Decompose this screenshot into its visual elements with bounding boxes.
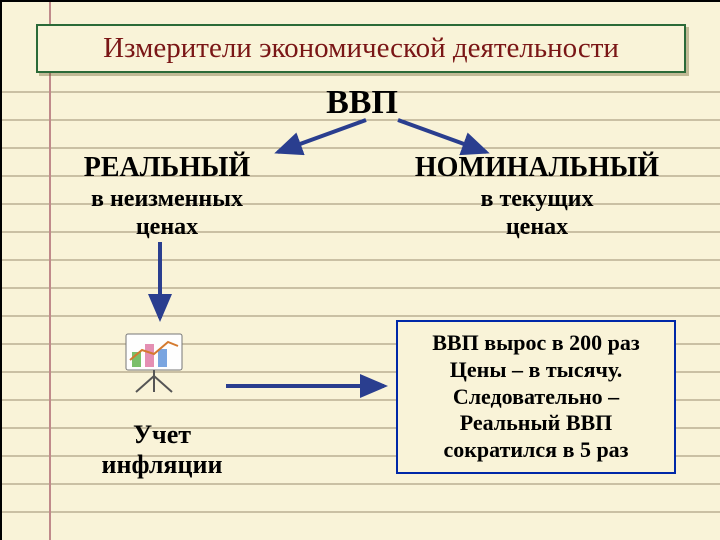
result-line3: Следовательно –: [453, 384, 619, 409]
branch-right-sub2: ценах: [392, 214, 682, 241]
inflation-line1: Учет: [133, 420, 191, 449]
branch-left-sub2: ценах: [62, 214, 272, 241]
chart-easel-icon: [118, 332, 198, 394]
title-box: Измерители экономической деятельности: [36, 24, 686, 73]
inflation-line2: инфляции: [102, 450, 223, 479]
title-text: Измерители экономической деятельности: [103, 32, 619, 64]
branch-right-heading: НОМИНАЛЬНЫЙ: [392, 152, 682, 184]
result-line1: ВВП вырос в 200 раз: [432, 330, 639, 355]
branch-right-sub1: в текущих: [392, 186, 682, 213]
result-line5: сократился в 5 раз: [443, 437, 628, 462]
arrow-icon-to-result: [226, 376, 390, 396]
inflation-label: Учет инфляции: [72, 420, 252, 480]
result-line4: Реальный ВВП: [460, 410, 613, 435]
arrow-root-to-right: [398, 120, 490, 154]
result-line2: Цены – в тысячу.: [450, 357, 622, 382]
branch-left-heading: РЕАЛЬНЫЙ: [62, 152, 272, 184]
branch-left-sub1: в неизменных: [62, 186, 272, 213]
arrow-left-down: [150, 242, 170, 324]
arrow-root-to-left: [274, 120, 366, 154]
slide-root: Измерители экономической деятельности ВВ…: [0, 0, 720, 540]
result-box: ВВП вырос в 200 раз Цены – в тысячу. Сле…: [396, 320, 676, 474]
root-label: ВВП: [2, 84, 720, 122]
